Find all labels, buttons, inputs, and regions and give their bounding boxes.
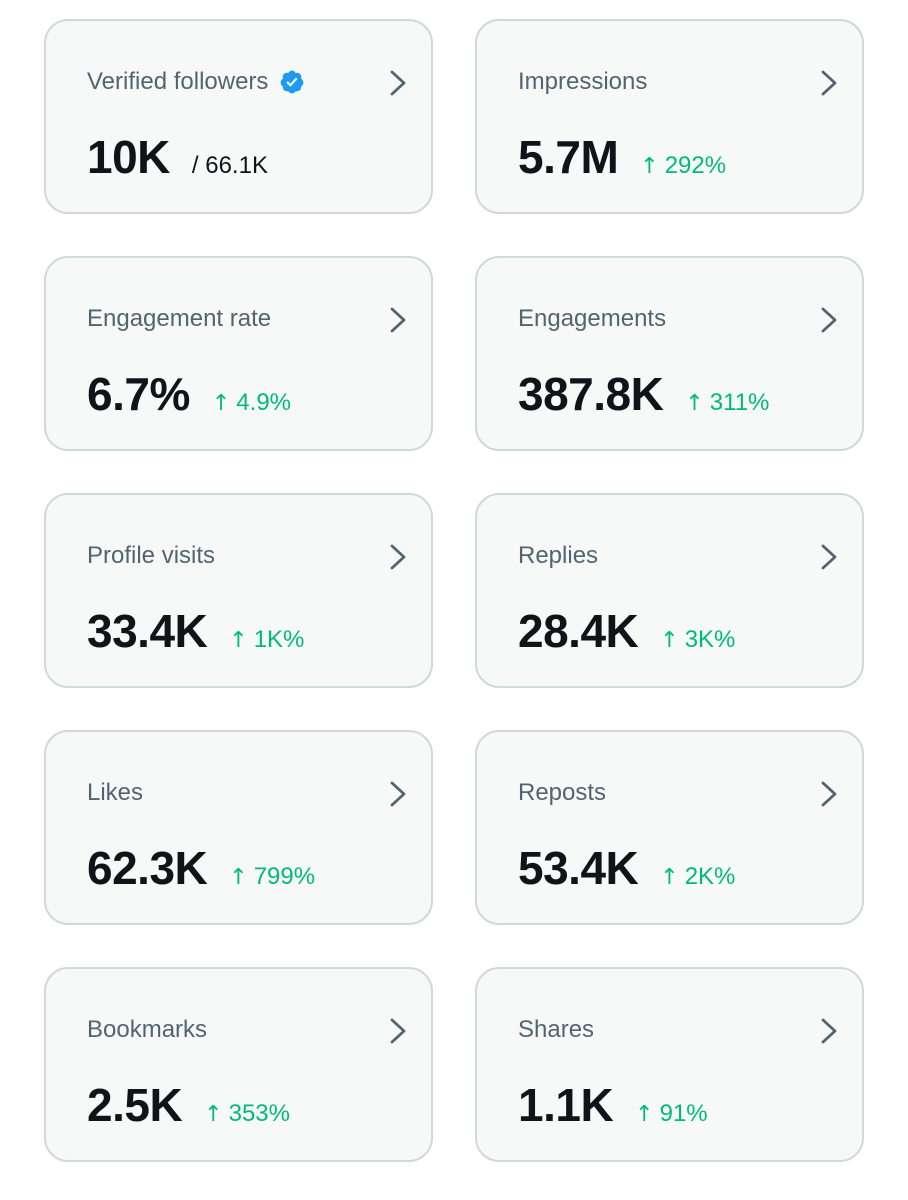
chevron-right-icon[interactable] [385,778,411,810]
metric-value-row: 10K / 66.1K [87,131,268,183]
arrow-up-icon: ↑ [640,154,659,179]
metric-change-value: 799% [253,863,316,890]
metric-label-wrap: Impressions [518,67,647,97]
verified-badge-icon [279,69,305,95]
metric-change-value: 91% [659,1100,708,1127]
metric-label-wrap: Engagements [518,304,666,334]
chevron-right-icon[interactable] [816,541,842,573]
metric-change-value: 3K% [684,626,736,653]
metric-value: 2.5K [87,1079,183,1131]
chevron-right-icon[interactable] [816,67,842,99]
metric-value-row: 5.7M ↑ 292% [518,131,726,183]
arrow-up-icon: ↑ [229,628,248,653]
metric-value: 33.4K [87,605,208,657]
metric-change: ↑ 353% [204,1100,290,1128]
metric-label: Impressions [518,68,648,95]
chevron-right-icon[interactable] [816,778,842,810]
metric-value-row: 53.4K ↑ 2K% [518,842,735,894]
metric-change: ↑ 799% [229,863,315,891]
metric-change: ↑ 311% [685,389,769,417]
metric-label-wrap: Replies [518,541,598,571]
metric-change: ↑ 4.9% [212,389,291,417]
metric-value-row: 1.1K ↑ 91% [518,1079,708,1131]
metric-value: 10K [87,131,170,183]
metric-label: Reposts [518,779,607,806]
metric-value: 53.4K [518,842,639,894]
chevron-right-icon[interactable] [385,1015,411,1047]
metric-label-wrap: Verified followers [87,67,305,97]
metric-value: 6.7% [87,368,190,420]
metric-value-row: 6.7% ↑ 4.9% [87,368,291,420]
metric-change-value: 2K% [684,863,736,890]
metric-card-bookmarks[interactable]: Bookmarks 2.5K ↑ 353% [44,967,433,1162]
metric-label: Likes [87,779,144,806]
chevron-right-icon[interactable] [816,304,842,336]
chevron-right-icon[interactable] [385,67,411,99]
metric-label-wrap: Shares [518,1015,594,1045]
arrow-up-icon: ↑ [635,1102,654,1127]
metric-label: Engagement rate [87,305,272,332]
metric-change: ↑ 3K% [660,626,735,654]
metric-card-shares[interactable]: Shares 1.1K ↑ 91% [475,967,864,1162]
arrow-up-icon: ↑ [204,1102,223,1127]
metric-change-value: 4.9% [236,389,291,416]
metric-card-impressions[interactable]: Impressions 5.7M ↑ 292% [475,19,864,214]
metric-card-verified-followers[interactable]: Verified followers 10K / 66.1K [44,19,433,214]
arrow-up-icon: ↑ [229,865,248,890]
metric-value: 387.8K [518,368,664,420]
metric-value: 5.7M [518,131,619,183]
metric-card-likes[interactable]: Likes 62.3K ↑ 799% [44,730,433,925]
arrow-up-icon: ↑ [660,628,679,653]
arrow-up-icon: ↑ [685,391,704,416]
metric-label-wrap: Reposts [518,778,606,808]
metrics-grid: Verified followers 10K / 66.1K Impressio… [44,19,864,1162]
metric-value: 28.4K [518,605,639,657]
metric-label-wrap: Profile visits [87,541,215,571]
metric-card-engagement-rate[interactable]: Engagement rate 6.7% ↑ 4.9% [44,256,433,451]
arrow-up-icon: ↑ [660,865,679,890]
metric-card-replies[interactable]: Replies 28.4K ↑ 3K% [475,493,864,688]
metric-value-row: 28.4K ↑ 3K% [518,605,735,657]
metric-label-wrap: Bookmarks [87,1015,207,1045]
metric-value: 62.3K [87,842,208,894]
metric-total: / 66.1K [191,152,268,179]
metric-label: Profile visits [87,542,216,569]
metric-change-value: 353% [228,1100,290,1127]
metric-value-row: 387.8K ↑ 311% [518,368,769,420]
arrow-up-icon: ↑ [211,391,231,416]
metric-change: ↑ 1K% [229,626,304,654]
metric-label: Shares [518,1016,595,1043]
metric-label: Verified followers [87,68,269,95]
metric-label-wrap: Likes [87,778,143,808]
metric-change-value: 311% [709,389,770,416]
metric-value-row: 62.3K ↑ 799% [87,842,315,894]
chevron-right-icon[interactable] [385,541,411,573]
metric-change: ↑ 91% [635,1100,707,1128]
metric-card-engagements[interactable]: Engagements 387.8K ↑ 311% [475,256,864,451]
metric-label: Bookmarks [87,1016,208,1043]
metric-label: Engagements [518,305,667,332]
metric-label-wrap: Engagement rate [87,304,271,334]
metric-card-profile-visits[interactable]: Profile visits 33.4K ↑ 1K% [44,493,433,688]
chevron-right-icon[interactable] [816,1015,842,1047]
metric-change-value: 1K% [253,626,305,653]
metric-value: 1.1K [518,1079,614,1131]
metric-change: ↑ 292% [640,152,726,180]
metric-card-reposts[interactable]: Reposts 53.4K ↑ 2K% [475,730,864,925]
metric-change-value: 292% [664,152,727,179]
metric-value-row: 2.5K ↑ 353% [87,1079,290,1131]
chevron-right-icon[interactable] [385,304,411,336]
metric-value-row: 33.4K ↑ 1K% [87,605,304,657]
metric-label: Replies [518,542,599,569]
metric-change: ↑ 2K% [660,863,735,891]
